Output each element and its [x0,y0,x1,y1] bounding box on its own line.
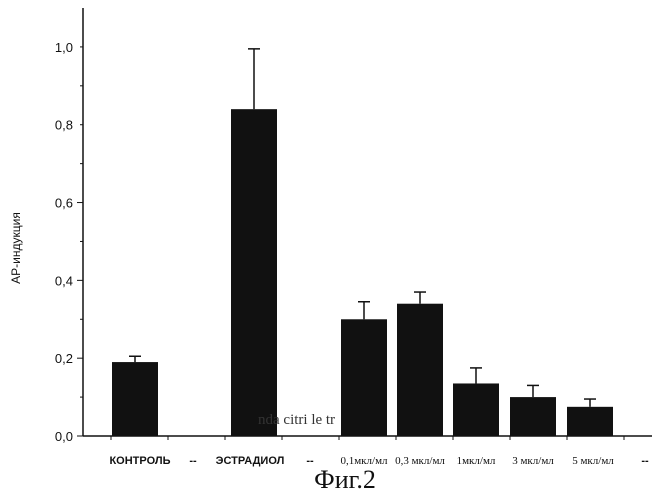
x-category-label: 5 мкл/мл [572,455,614,467]
bar [567,407,613,436]
y-tick-label: 0,0 [55,429,73,444]
bar [453,383,499,436]
x-category-label: 0,3 мкл/мл [395,455,445,467]
x-separator: -- [189,455,197,467]
y-tick-label: 1,0 [55,40,73,55]
x-category-label: 1мкл/мл [457,455,496,467]
overlay-text: nda citri le tr [258,412,335,428]
y-tick-label: 0,2 [55,351,73,366]
bar [112,362,158,436]
bar [231,109,277,436]
y-tick-label: 0,6 [55,196,73,211]
bar [510,397,556,436]
bar [341,319,387,436]
x-separator: -- [306,455,314,467]
x-category-label: ЭСТРАДИОЛ [216,455,285,467]
y-tick-label: 0,8 [55,118,73,133]
x-category-label: 3 мкл/мл [512,455,554,467]
figure-caption: Фиг.2 [314,465,376,494]
x-category-label: КОНТРОЛЬ [109,455,170,467]
y-axis-title: АР-индукция [9,212,23,284]
y-tick-label: 0,4 [55,273,73,288]
bars [112,49,613,436]
bar [397,304,443,436]
x-separator: -- [641,455,649,467]
